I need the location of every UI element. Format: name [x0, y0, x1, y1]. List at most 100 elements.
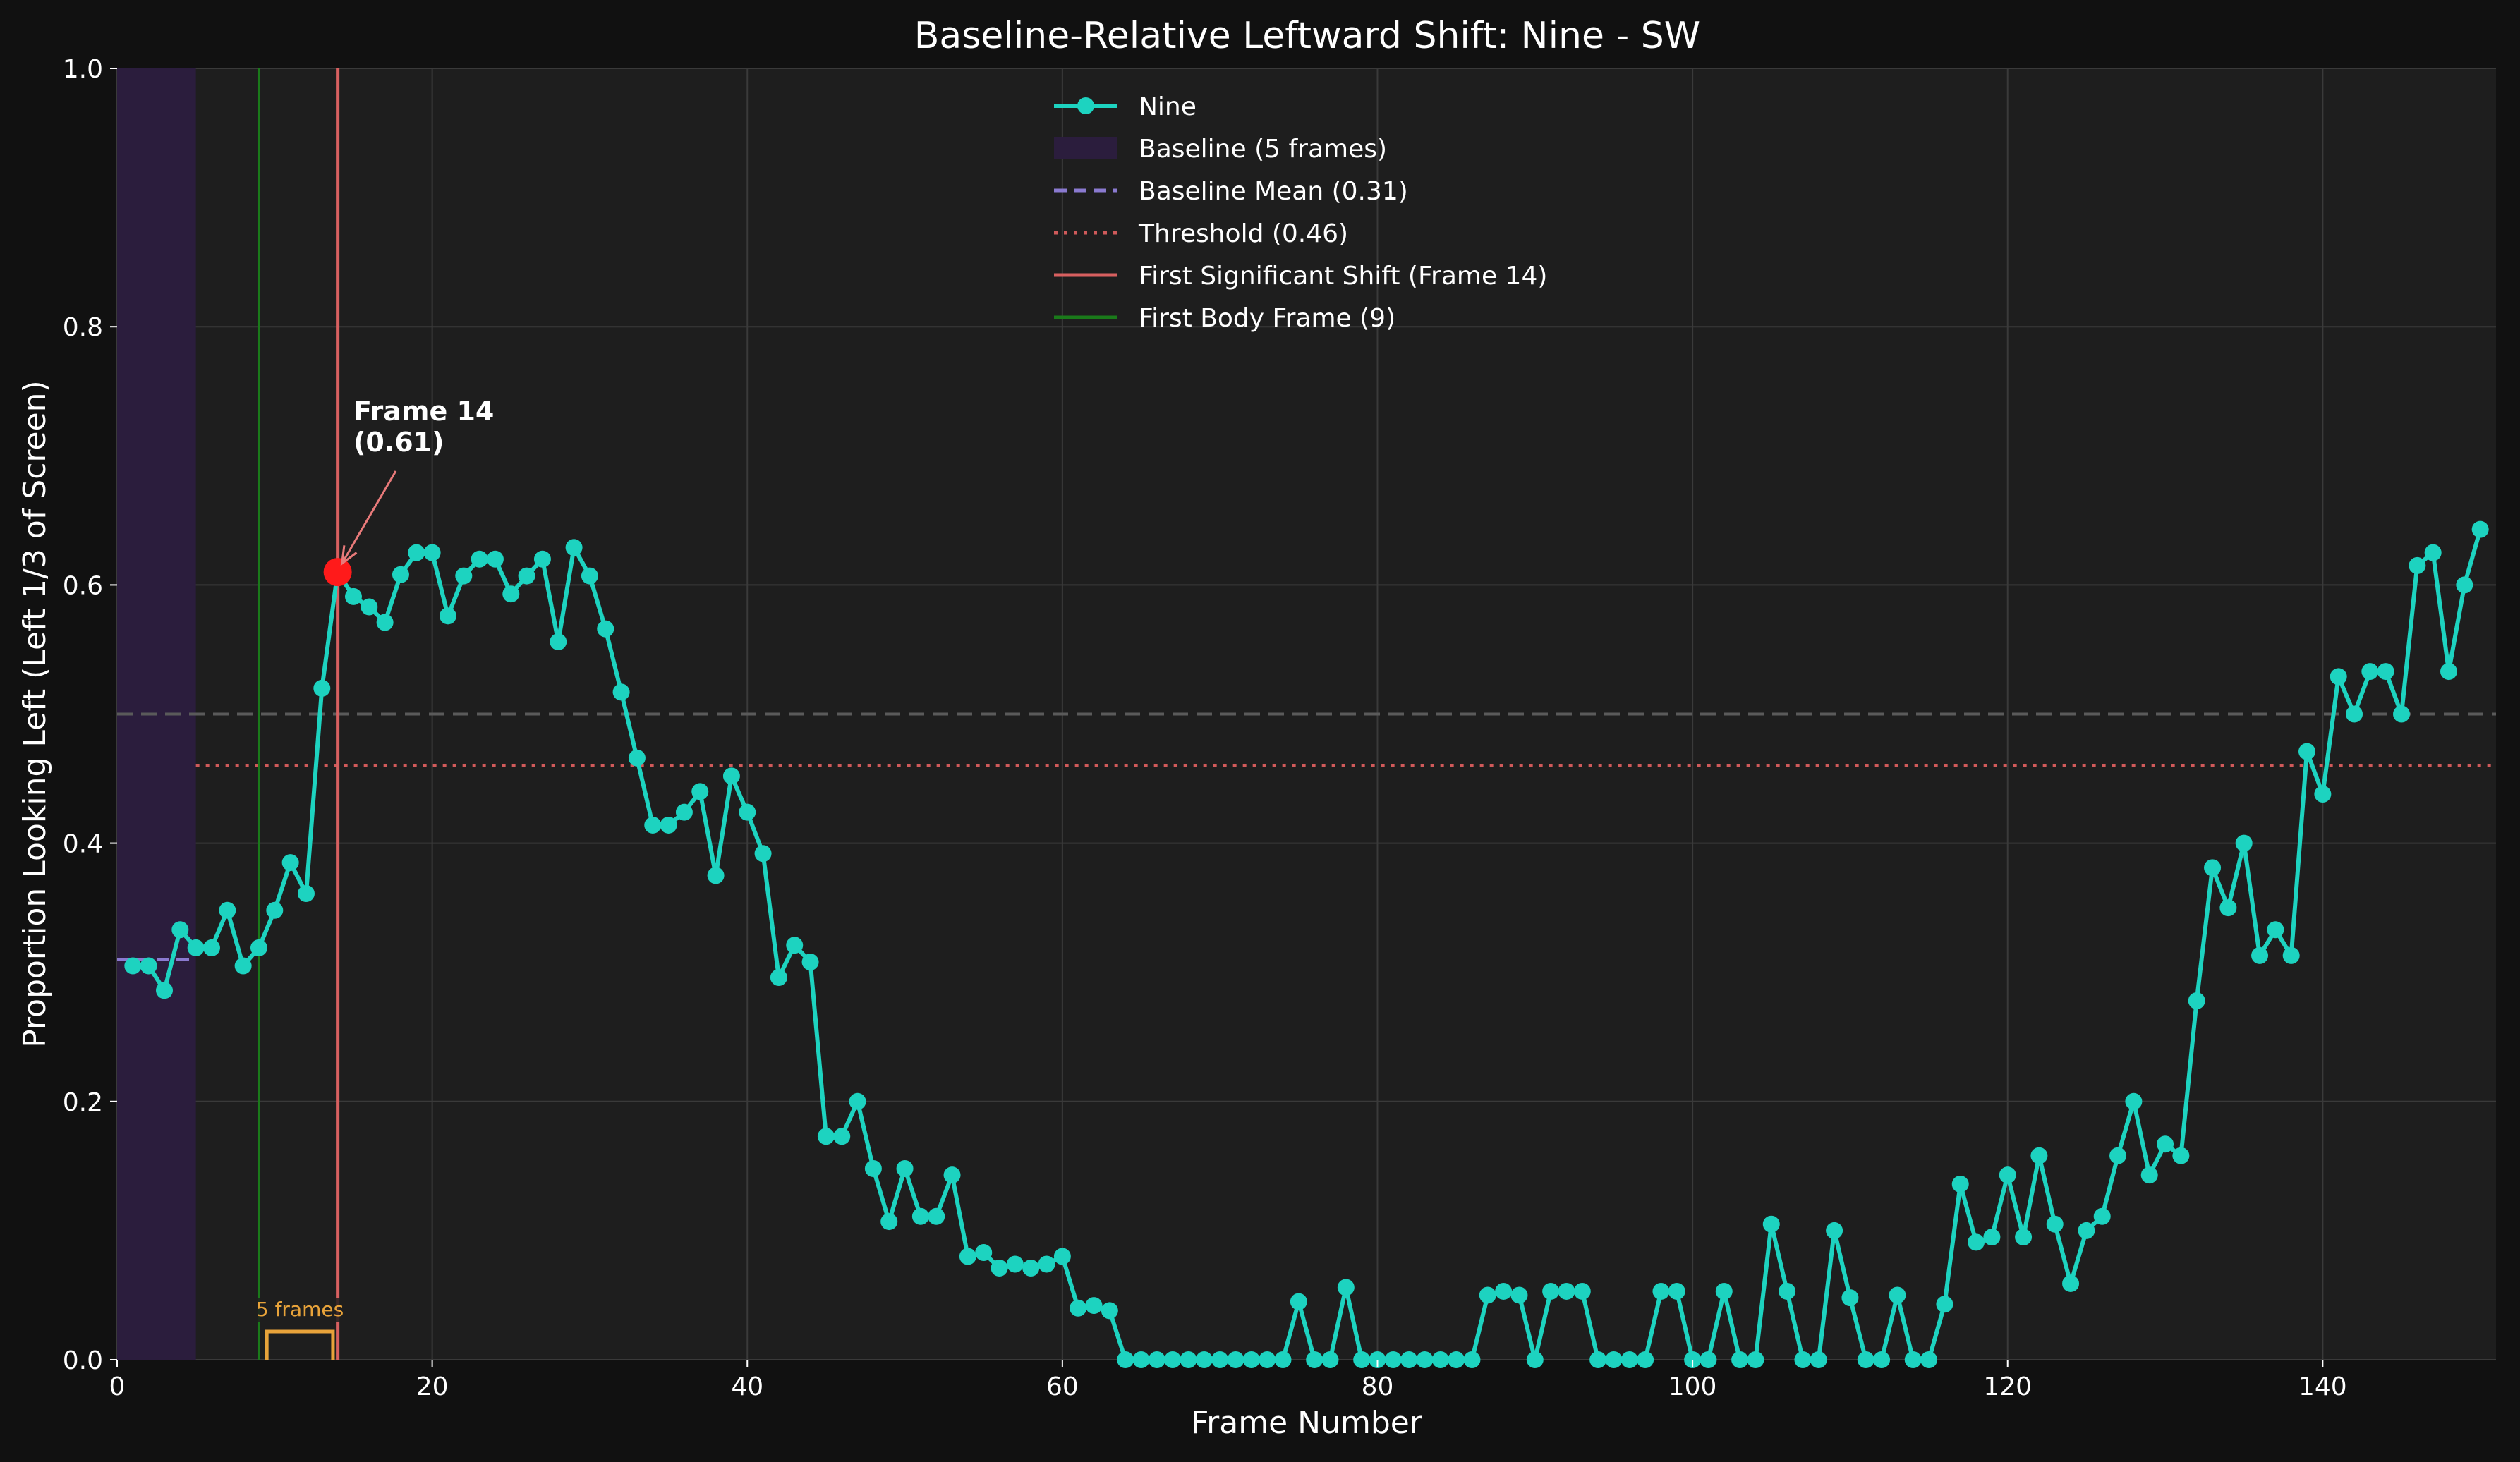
- data-point: [2125, 1092, 2143, 1110]
- data-point: [376, 614, 394, 631]
- data-point: [1810, 1351, 1827, 1368]
- data-point: [2015, 1229, 2033, 1246]
- data-point: [423, 544, 441, 561]
- data-point: [1384, 1351, 1402, 1368]
- data-point: [439, 607, 456, 625]
- data-point: [250, 939, 267, 956]
- data-point: [1573, 1282, 1591, 1300]
- data-point: [1668, 1282, 1685, 1300]
- data-point: [533, 550, 551, 568]
- data-point: [1873, 1351, 1891, 1368]
- x-tick-label: 0: [109, 1372, 126, 1401]
- data-point: [1195, 1351, 1213, 1368]
- data-point: [597, 620, 614, 638]
- data-point: [1526, 1351, 1544, 1368]
- data-point: [171, 921, 189, 939]
- data-point: [2235, 834, 2253, 852]
- data-point: [739, 803, 756, 821]
- data-point: [1227, 1351, 1244, 1368]
- series-layer: [124, 520, 2489, 1368]
- x-tick-label: 20: [416, 1372, 449, 1401]
- data-point: [2377, 663, 2394, 681]
- data-point: [266, 901, 284, 919]
- reference-lines: [117, 68, 2496, 1360]
- data-point: [1259, 1351, 1276, 1368]
- legend-label: First Body Frame (9): [1139, 304, 1395, 333]
- data-point: [833, 1128, 851, 1145]
- data-point: [1731, 1351, 1749, 1368]
- data-point: [2267, 921, 2284, 939]
- x-tick-label: 80: [1362, 1372, 1394, 1401]
- data-point: [2046, 1215, 2064, 1233]
- data-point: [849, 1092, 866, 1110]
- data-point: [1794, 1351, 1812, 1368]
- data-point: [2078, 1222, 2095, 1239]
- data-point: [2172, 1147, 2190, 1164]
- data-point: [2361, 663, 2379, 681]
- data-point: [1637, 1351, 1654, 1368]
- legend: Nine Baseline (5 frames) Baseline Mean (0.…: [1054, 92, 1547, 333]
- legend-label: Baseline (5 frames): [1139, 135, 1387, 164]
- data-point: [1085, 1297, 1103, 1315]
- data-point: [1211, 1351, 1229, 1368]
- y-tick-label: 0.4: [63, 830, 103, 859]
- data-point: [565, 539, 583, 556]
- axes: 0 20 40 60 80 100 120 140 0.0 0.2 0.4 0.6 0.8 1.0: [63, 55, 2347, 1401]
- x-tick-label: 40: [731, 1372, 763, 1401]
- data-point: [1053, 1248, 1071, 1265]
- data-point: [1621, 1351, 1638, 1368]
- bracket: [265, 1329, 335, 1360]
- data-point: [2282, 946, 2300, 964]
- data-point: [1132, 1351, 1150, 1368]
- data-point: [392, 566, 409, 583]
- data-point: [455, 567, 473, 585]
- data-point: [155, 982, 173, 999]
- data-point: [1337, 1279, 1355, 1296]
- data-point: [675, 803, 693, 821]
- data-point: [628, 749, 646, 767]
- data-point: [707, 867, 725, 884]
- data-point: [486, 550, 504, 568]
- data-point: [2409, 556, 2426, 574]
- legend-swatch-patch: [1054, 137, 1117, 159]
- data-point: [1164, 1351, 1182, 1368]
- annotation-arrow: [341, 470, 397, 564]
- data-point: [187, 939, 205, 956]
- legend-label: Nine: [1139, 92, 1197, 121]
- data-point: [2109, 1147, 2127, 1164]
- data-point: [770, 969, 787, 987]
- data-point: [1841, 1289, 1859, 1307]
- legend-label: First Significant Shift (Frame 14): [1139, 262, 1547, 291]
- grid-lines: [116, 68, 2496, 1360]
- legend-label: Threshold (0.46): [1138, 219, 1348, 248]
- data-point: [959, 1248, 976, 1265]
- data-point: [1479, 1286, 1496, 1304]
- data-point: [1416, 1351, 1434, 1368]
- data-point: [2298, 743, 2316, 760]
- data-point: [550, 633, 567, 650]
- data-point: [1920, 1351, 1938, 1368]
- annotation-arrowhead: [340, 545, 358, 566]
- data-point: [1463, 1351, 1481, 1368]
- data-point: [2330, 668, 2347, 686]
- data-point: [2062, 1274, 2080, 1292]
- data-point: [502, 585, 520, 603]
- data-point: [1495, 1282, 1513, 1300]
- data-point: [1542, 1282, 1560, 1300]
- data-point: [518, 567, 535, 585]
- data-point: [313, 679, 331, 697]
- data-point: [1826, 1222, 1843, 1239]
- data-point: [2204, 859, 2222, 877]
- data-point: [1936, 1296, 1953, 1313]
- data-point: [1715, 1282, 1733, 1300]
- data-point: [1700, 1351, 1717, 1368]
- x-tick-label: 60: [1046, 1372, 1079, 1401]
- data-point: [1983, 1229, 2001, 1246]
- data-point: [2393, 705, 2411, 723]
- data-point: [2440, 663, 2458, 681]
- data-point: [1904, 1351, 1922, 1368]
- legend-label: Baseline Mean (0.31): [1139, 177, 1408, 206]
- data-point: [801, 954, 819, 971]
- data-point: [928, 1207, 945, 1225]
